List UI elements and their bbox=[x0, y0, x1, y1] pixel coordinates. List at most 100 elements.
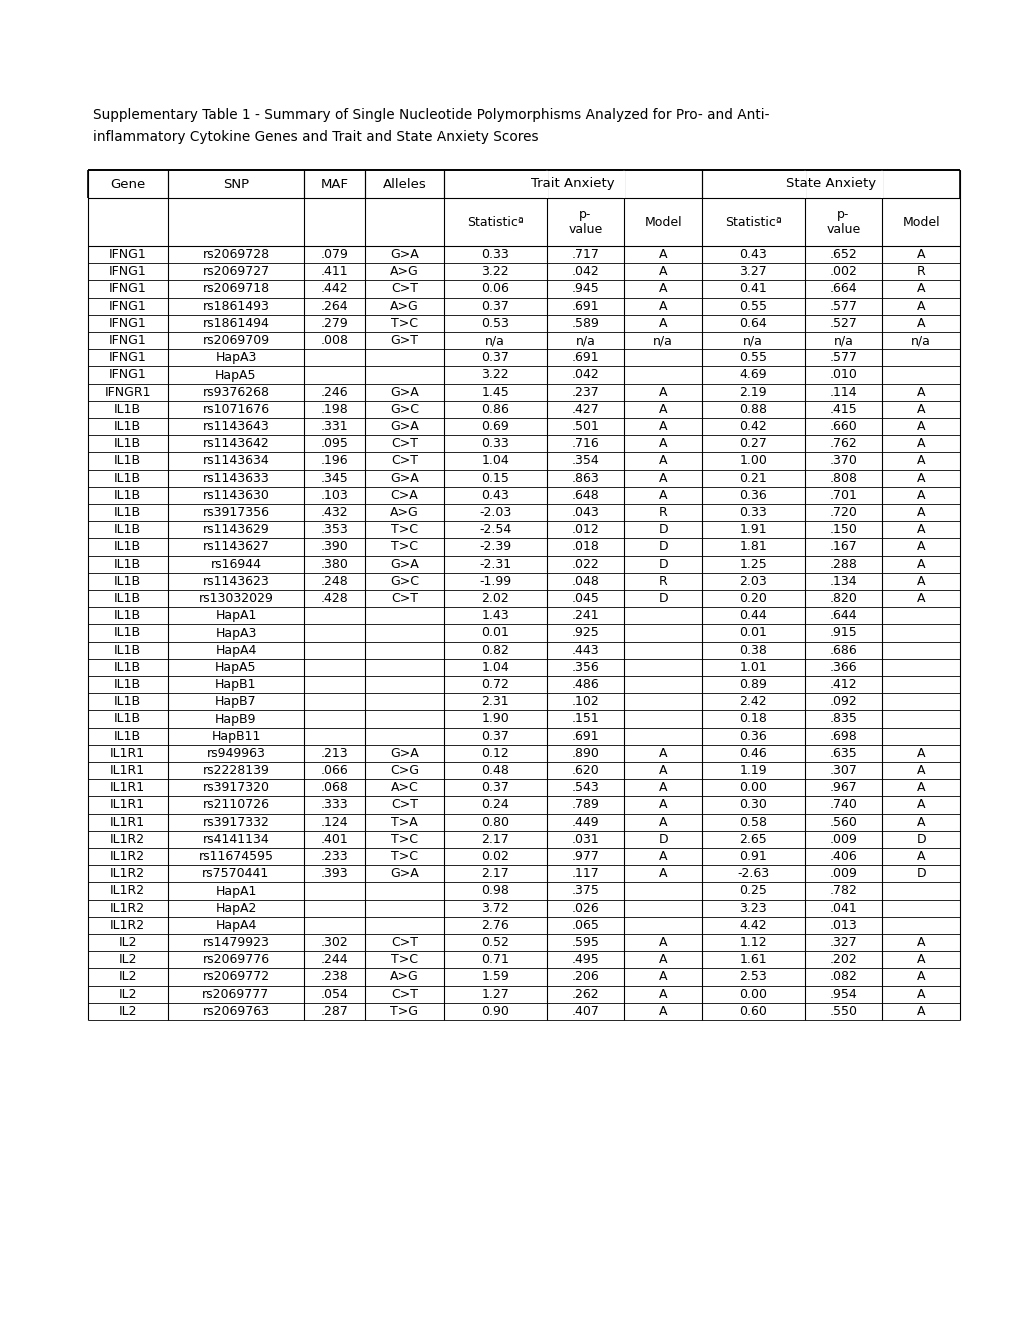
Text: 1.04: 1.04 bbox=[481, 454, 508, 467]
Text: 1.43: 1.43 bbox=[481, 610, 508, 622]
Text: rs2069776: rs2069776 bbox=[202, 953, 269, 966]
Text: n/a: n/a bbox=[833, 334, 853, 347]
Text: rs3917320: rs3917320 bbox=[203, 781, 269, 795]
Text: 3.27: 3.27 bbox=[739, 265, 766, 279]
Text: C>T: C>T bbox=[390, 437, 418, 450]
Text: T>C: T>C bbox=[390, 833, 418, 846]
Text: A: A bbox=[916, 248, 924, 261]
Text: .327: .327 bbox=[828, 936, 856, 949]
Text: 1.25: 1.25 bbox=[739, 557, 766, 570]
Text: rs2069777: rs2069777 bbox=[202, 987, 269, 1001]
Text: .495: .495 bbox=[571, 953, 599, 966]
Text: G>A: G>A bbox=[389, 747, 418, 760]
Text: 0.37: 0.37 bbox=[481, 730, 508, 743]
Text: A: A bbox=[658, 317, 666, 330]
Text: rs1861494: rs1861494 bbox=[203, 317, 269, 330]
Text: A: A bbox=[916, 953, 924, 966]
Text: .054: .054 bbox=[320, 987, 348, 1001]
Text: IL1R1: IL1R1 bbox=[110, 816, 145, 829]
Text: .354: .354 bbox=[571, 454, 599, 467]
Text: IL1B: IL1B bbox=[114, 644, 142, 656]
Text: IL1B: IL1B bbox=[114, 403, 142, 416]
Text: HapA1: HapA1 bbox=[215, 610, 257, 622]
Text: .789: .789 bbox=[571, 799, 599, 812]
Text: rs1143633: rs1143633 bbox=[203, 471, 269, 484]
Text: Trait Anxiety: Trait Anxiety bbox=[531, 177, 614, 190]
Text: n/a: n/a bbox=[485, 334, 504, 347]
Text: IL1B: IL1B bbox=[114, 627, 142, 639]
Text: .333: .333 bbox=[320, 799, 347, 812]
Text: .013: .013 bbox=[828, 919, 856, 932]
Text: 0.82: 0.82 bbox=[481, 644, 508, 656]
Text: n/a: n/a bbox=[910, 334, 930, 347]
Text: C>G: C>G bbox=[389, 764, 419, 777]
Text: .411: .411 bbox=[320, 265, 347, 279]
Text: 0.36: 0.36 bbox=[739, 730, 766, 743]
Text: G>A: G>A bbox=[389, 420, 418, 433]
Text: IFNG1: IFNG1 bbox=[109, 368, 147, 381]
Text: .644: .644 bbox=[828, 610, 856, 622]
Text: D: D bbox=[915, 867, 925, 880]
Text: .652: .652 bbox=[828, 248, 856, 261]
Text: 2.17: 2.17 bbox=[481, 833, 508, 846]
Text: A: A bbox=[916, 454, 924, 467]
Text: rs1143629: rs1143629 bbox=[203, 523, 269, 536]
Text: T>G: T>G bbox=[390, 1005, 418, 1018]
Text: Statisticª: Statisticª bbox=[725, 215, 781, 228]
Text: .762: .762 bbox=[828, 437, 856, 450]
Text: 2.02: 2.02 bbox=[481, 593, 508, 605]
Text: 0.37: 0.37 bbox=[481, 351, 508, 364]
Text: .915: .915 bbox=[828, 627, 856, 639]
Text: rs3917356: rs3917356 bbox=[203, 506, 269, 519]
Text: .009: .009 bbox=[828, 867, 857, 880]
Text: 4.42: 4.42 bbox=[739, 919, 766, 932]
Text: n/a: n/a bbox=[652, 334, 673, 347]
Text: Model: Model bbox=[644, 215, 682, 228]
Text: HapA3: HapA3 bbox=[215, 627, 257, 639]
Text: HapA2: HapA2 bbox=[215, 902, 257, 915]
Text: .717: .717 bbox=[571, 248, 599, 261]
Text: A: A bbox=[658, 488, 666, 502]
Text: .720: .720 bbox=[828, 506, 857, 519]
Text: A: A bbox=[658, 420, 666, 433]
Text: .686: .686 bbox=[828, 644, 856, 656]
Text: .151: .151 bbox=[571, 713, 599, 726]
Text: A>G: A>G bbox=[389, 300, 418, 313]
Text: 0.12: 0.12 bbox=[481, 747, 508, 760]
Text: .213: .213 bbox=[320, 747, 347, 760]
Text: A: A bbox=[658, 850, 666, 863]
Text: A: A bbox=[658, 764, 666, 777]
Text: T>C: T>C bbox=[390, 523, 418, 536]
Text: IFNG1: IFNG1 bbox=[109, 300, 147, 313]
Text: A: A bbox=[916, 488, 924, 502]
Text: rs2228139: rs2228139 bbox=[203, 764, 269, 777]
Text: 0.01: 0.01 bbox=[739, 627, 766, 639]
Text: A: A bbox=[658, 747, 666, 760]
Text: .428: .428 bbox=[320, 593, 348, 605]
Text: 0.43: 0.43 bbox=[481, 488, 508, 502]
Text: .560: .560 bbox=[828, 816, 857, 829]
Text: IL2: IL2 bbox=[118, 970, 137, 983]
Text: 0.55: 0.55 bbox=[739, 300, 766, 313]
Text: .370: .370 bbox=[828, 454, 857, 467]
Text: C>T: C>T bbox=[390, 454, 418, 467]
Text: .068: .068 bbox=[320, 781, 348, 795]
Text: .577: .577 bbox=[828, 351, 857, 364]
Text: Gene: Gene bbox=[110, 177, 146, 190]
Text: .527: .527 bbox=[828, 317, 857, 330]
Text: A: A bbox=[658, 1005, 666, 1018]
Text: A: A bbox=[658, 454, 666, 467]
Text: A: A bbox=[916, 970, 924, 983]
Text: .716: .716 bbox=[571, 437, 599, 450]
Text: 0.43: 0.43 bbox=[739, 248, 766, 261]
Text: .820: .820 bbox=[828, 593, 857, 605]
Text: IL1R2: IL1R2 bbox=[110, 833, 145, 846]
Text: n/a: n/a bbox=[743, 334, 762, 347]
Text: A>G: A>G bbox=[389, 506, 418, 519]
Text: HapA3: HapA3 bbox=[215, 351, 257, 364]
Text: SNP: SNP bbox=[223, 177, 249, 190]
Text: 0.02: 0.02 bbox=[481, 850, 508, 863]
Text: .415: .415 bbox=[828, 403, 856, 416]
Text: IL1R2: IL1R2 bbox=[110, 850, 145, 863]
Text: A: A bbox=[916, 936, 924, 949]
